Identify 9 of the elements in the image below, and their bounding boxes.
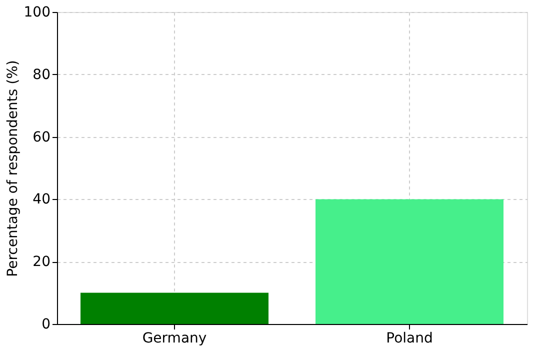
y-tick-label: 80: [32, 66, 50, 83]
y-tick-label: 40: [32, 192, 50, 208]
y-tick-label: 20: [32, 254, 50, 270]
y-tick-label: 0: [42, 316, 50, 332]
x-tick-label: Poland: [386, 330, 433, 346]
y-tick-label: 100: [24, 4, 50, 20]
y-tick-label: 60: [32, 129, 50, 146]
x-tick-label: Germany: [142, 330, 207, 346]
y-axis-title: Percentage of respondents (%): [4, 60, 21, 277]
